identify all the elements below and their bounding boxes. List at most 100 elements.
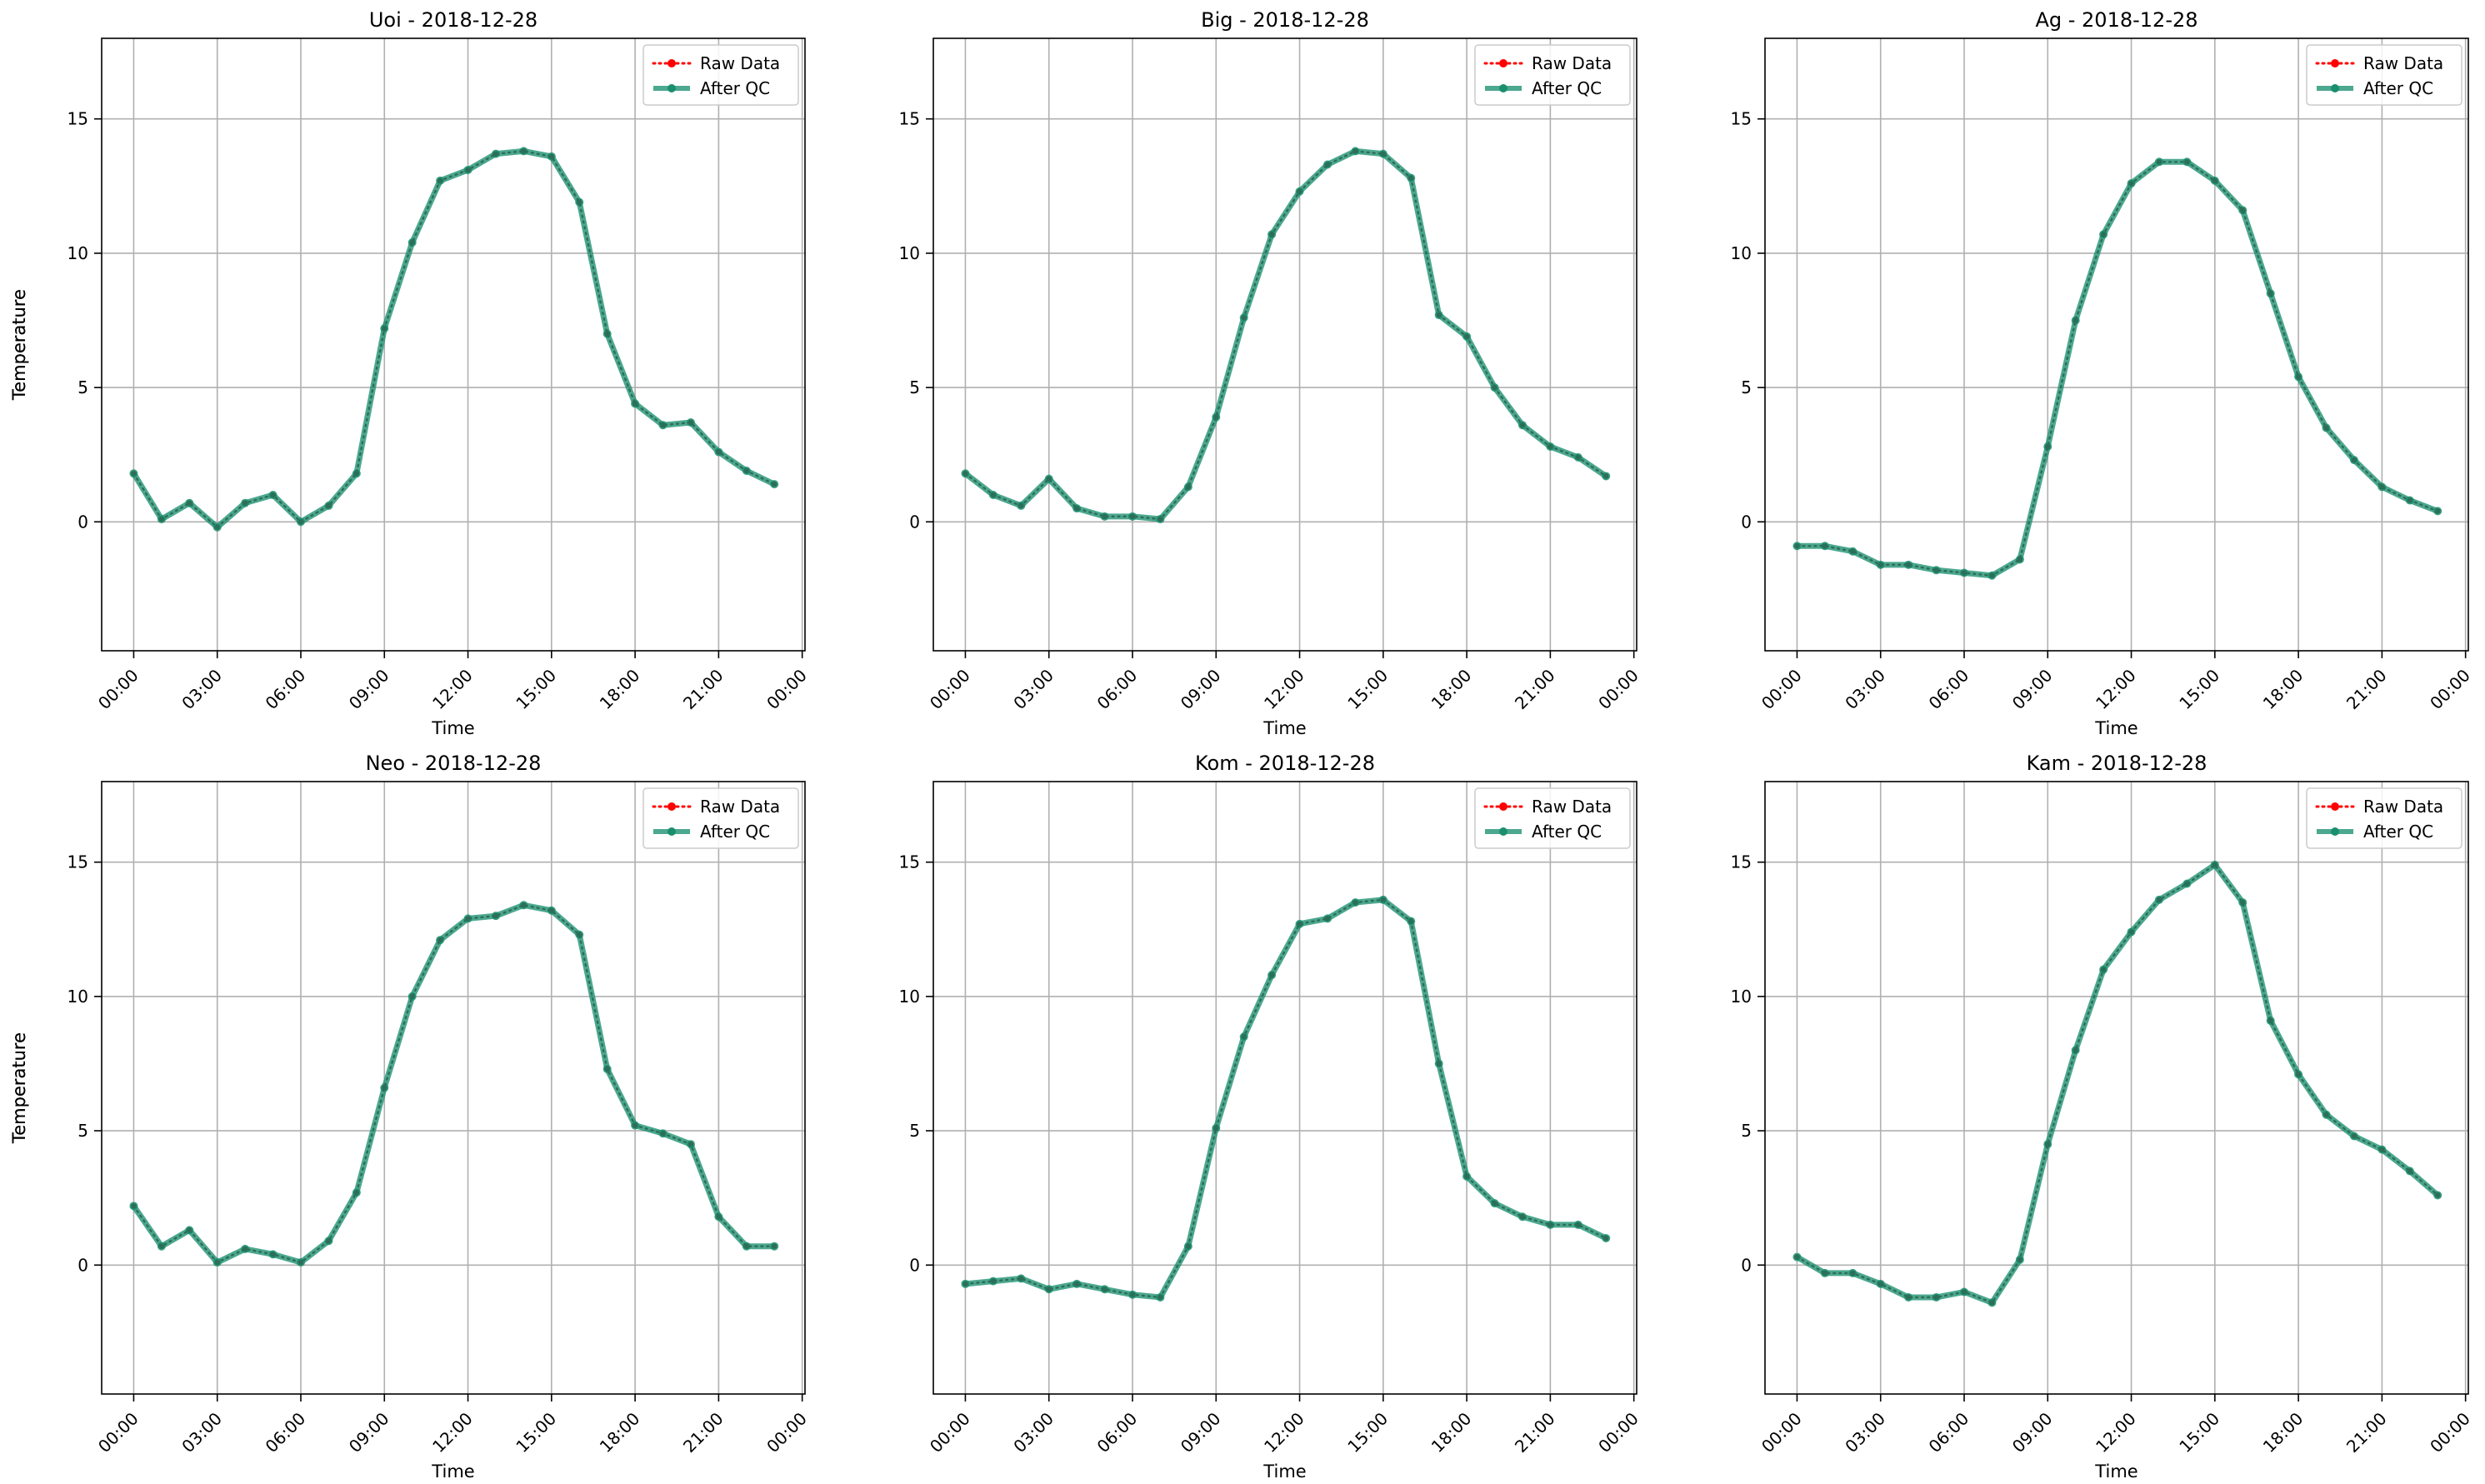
point-raw-data xyxy=(1905,1294,1912,1301)
point-raw-data xyxy=(1046,476,1052,482)
chart-title: Big - 2018-12-28 xyxy=(1201,8,1369,32)
point-raw-data xyxy=(1380,151,1387,157)
point-raw-data xyxy=(2100,967,2107,972)
legend-label-after-qc: After QC xyxy=(2363,822,2433,842)
point-raw-data xyxy=(521,902,527,908)
y-axis-label: Temperature xyxy=(9,289,29,401)
point-raw-data xyxy=(604,1066,610,1072)
point-raw-data xyxy=(492,912,499,919)
y-tick-label: 5 xyxy=(1741,1121,1752,1141)
series-line-raw-data xyxy=(964,898,1608,1299)
point-raw-data xyxy=(2156,159,2162,165)
subplot-3: 00:00 03:00 06:00 09:00 12:00 15:00 18:00 21:00… xyxy=(9,8,2474,738)
series-line-after-qc xyxy=(130,147,778,531)
point-raw-data xyxy=(772,481,778,487)
point-raw-data xyxy=(2240,899,2246,906)
point-raw-data xyxy=(187,500,192,506)
point-raw-data xyxy=(1380,897,1387,903)
subplot-5: 00:00 03:00 06:00 09:00 12:00 15:00 18:00 21:00… xyxy=(9,752,1642,1482)
y-tick-label: 10 xyxy=(1731,243,1752,263)
point-raw-data xyxy=(409,239,415,246)
x-tick-label: 09:00 xyxy=(1177,665,1225,713)
x-tick-label: 15:00 xyxy=(2175,1408,2223,1457)
x-tick-label: 09:00 xyxy=(345,665,393,713)
x-axis-label: Time xyxy=(431,718,474,738)
point-raw-data xyxy=(2072,317,2078,323)
y-axis-label: Temperature xyxy=(9,289,29,401)
subplot-1: 00:00 03:00 06:00 09:00 12:00 15:00 18:00 21:00… xyxy=(9,8,811,738)
x-tick-label: 03:00 xyxy=(1009,1408,1058,1457)
legend: Raw Data After QC xyxy=(1474,44,1631,106)
point-raw-data xyxy=(1575,1222,1582,1228)
x-tick-label: 00:00 xyxy=(762,665,811,713)
legend-marker-after-qc xyxy=(668,84,676,92)
legend-marker-after-qc xyxy=(1499,84,1508,92)
x-tick-label: 21:00 xyxy=(679,665,728,713)
point-raw-data xyxy=(990,492,997,498)
y-tick-label: 5 xyxy=(909,377,920,397)
plot-frame xyxy=(932,781,1638,1395)
point-raw-data xyxy=(2017,1257,2023,1263)
x-tick-label: 18:00 xyxy=(1428,665,1476,713)
point-raw-data xyxy=(1129,1292,1136,1297)
x-tick-label: 15:00 xyxy=(512,665,560,713)
y-tick-label: 5 xyxy=(1741,377,1752,397)
point-raw-data xyxy=(1463,333,1470,340)
x-tick-label: 06:00 xyxy=(1925,665,1973,713)
point-raw-data xyxy=(1324,916,1331,922)
legend: Raw Data After QC xyxy=(642,787,799,849)
point-raw-data xyxy=(1408,175,1414,181)
plot-frame xyxy=(1764,37,2469,652)
point-raw-data xyxy=(1213,414,1219,420)
series-line-after-qc xyxy=(1793,158,2441,579)
y-tick-label: 10 xyxy=(899,987,920,1007)
point-raw-data xyxy=(1492,384,1498,391)
y-tick-label: 15 xyxy=(68,109,88,129)
point-raw-data xyxy=(1794,1254,1800,1260)
point-raw-data xyxy=(688,419,694,426)
point-raw-data xyxy=(242,1246,248,1252)
point-raw-data xyxy=(298,519,304,525)
chart-title: Kam - 2018-12-28 xyxy=(2027,752,2208,775)
point-raw-data xyxy=(2212,862,2218,868)
series-line-after-qc xyxy=(962,897,1609,1301)
point-raw-data xyxy=(158,516,165,522)
point-raw-data xyxy=(2184,881,2190,887)
point-raw-data xyxy=(632,401,638,407)
point-raw-data xyxy=(2268,291,2273,297)
legend-marker-after-qc xyxy=(2331,827,2339,836)
chart-title: Uoi - 2018-12-28 xyxy=(369,8,538,32)
x-tick-label: 12:00 xyxy=(428,665,477,713)
x-tick-label: 03:00 xyxy=(1841,665,1889,713)
x-tick-label: 00:00 xyxy=(1758,1408,1806,1457)
x-tick-label: 21:00 xyxy=(1511,1408,1559,1457)
legend-marker-raw-data xyxy=(1499,59,1508,67)
x-tick-label: 21:00 xyxy=(679,1408,728,1457)
point-raw-data xyxy=(660,422,666,428)
legend-label-after-qc: After QC xyxy=(1532,822,1602,842)
point-raw-data xyxy=(2268,1017,2273,1024)
x-tick-label: 12:00 xyxy=(1260,665,1308,713)
point-raw-data xyxy=(158,1243,165,1249)
point-raw-data xyxy=(465,916,471,922)
y-tick-label: 15 xyxy=(899,109,920,129)
x-tick-label: 06:00 xyxy=(1093,1408,1142,1457)
series-line-raw-data xyxy=(1796,161,2439,577)
x-axis-label: Time xyxy=(2094,718,2138,738)
x-tick-label: 09:00 xyxy=(2008,665,2057,713)
legend: Raw Data After QC xyxy=(642,44,799,106)
legend-marker-after-qc xyxy=(668,827,676,836)
point-raw-data xyxy=(962,471,968,477)
x-tick-label: 18:00 xyxy=(596,1408,644,1457)
point-raw-data xyxy=(548,153,555,160)
point-raw-data xyxy=(1436,1061,1442,1067)
x-tick-label: 06:00 xyxy=(1925,1408,1973,1457)
point-raw-data xyxy=(2323,1112,2329,1117)
point-raw-data xyxy=(716,1214,722,1220)
point-raw-data xyxy=(990,1278,997,1284)
point-raw-data xyxy=(688,1141,694,1147)
x-tick-label: 15:00 xyxy=(1343,1408,1392,1457)
x-tick-label: 12:00 xyxy=(2092,1408,2140,1457)
legend-label-raw-data: Raw Data xyxy=(2363,797,2443,817)
point-raw-data xyxy=(2323,425,2329,431)
